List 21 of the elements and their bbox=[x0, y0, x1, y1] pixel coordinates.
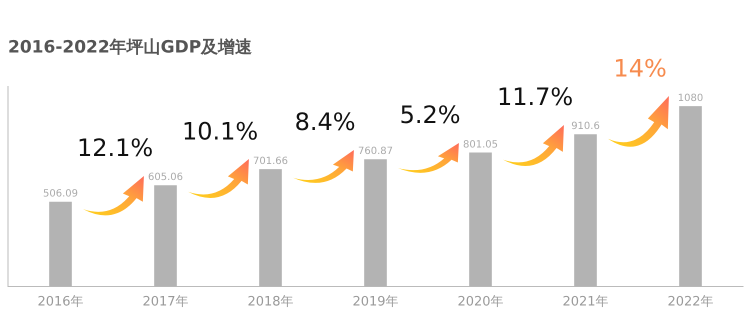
data-label: 605.06 bbox=[148, 172, 183, 184]
annotation: 12.1% bbox=[76, 134, 154, 162]
x-tick-label: 2018年 bbox=[247, 294, 294, 310]
data-label: 1080 bbox=[678, 92, 704, 104]
x-tick-label: 2020年 bbox=[457, 294, 504, 310]
x-tick-label: 2016年 bbox=[37, 294, 84, 310]
data-label: 760.87 bbox=[358, 146, 393, 158]
x-tick-label: 2019年 bbox=[352, 294, 399, 310]
x-tick-label: 2022年 bbox=[667, 294, 714, 310]
x-tick-label: 2021年 bbox=[562, 294, 609, 310]
annotation: 8.4% bbox=[294, 108, 356, 136]
annotation: 5.2% bbox=[400, 101, 461, 130]
data-label: 506.09 bbox=[43, 188, 78, 200]
x-tick-label: 2017年 bbox=[142, 294, 189, 310]
data-label: 801.05 bbox=[463, 139, 498, 150]
data-label: 701.66 bbox=[253, 156, 288, 168]
data-label: 910.6 bbox=[571, 121, 600, 132]
annotation: 11.7% bbox=[496, 82, 574, 111]
chart-title: 2016-2022年坪山GDP及增速 bbox=[8, 38, 252, 58]
text: 14% bbox=[613, 54, 667, 83]
annotation: 10.1% bbox=[182, 118, 258, 146]
